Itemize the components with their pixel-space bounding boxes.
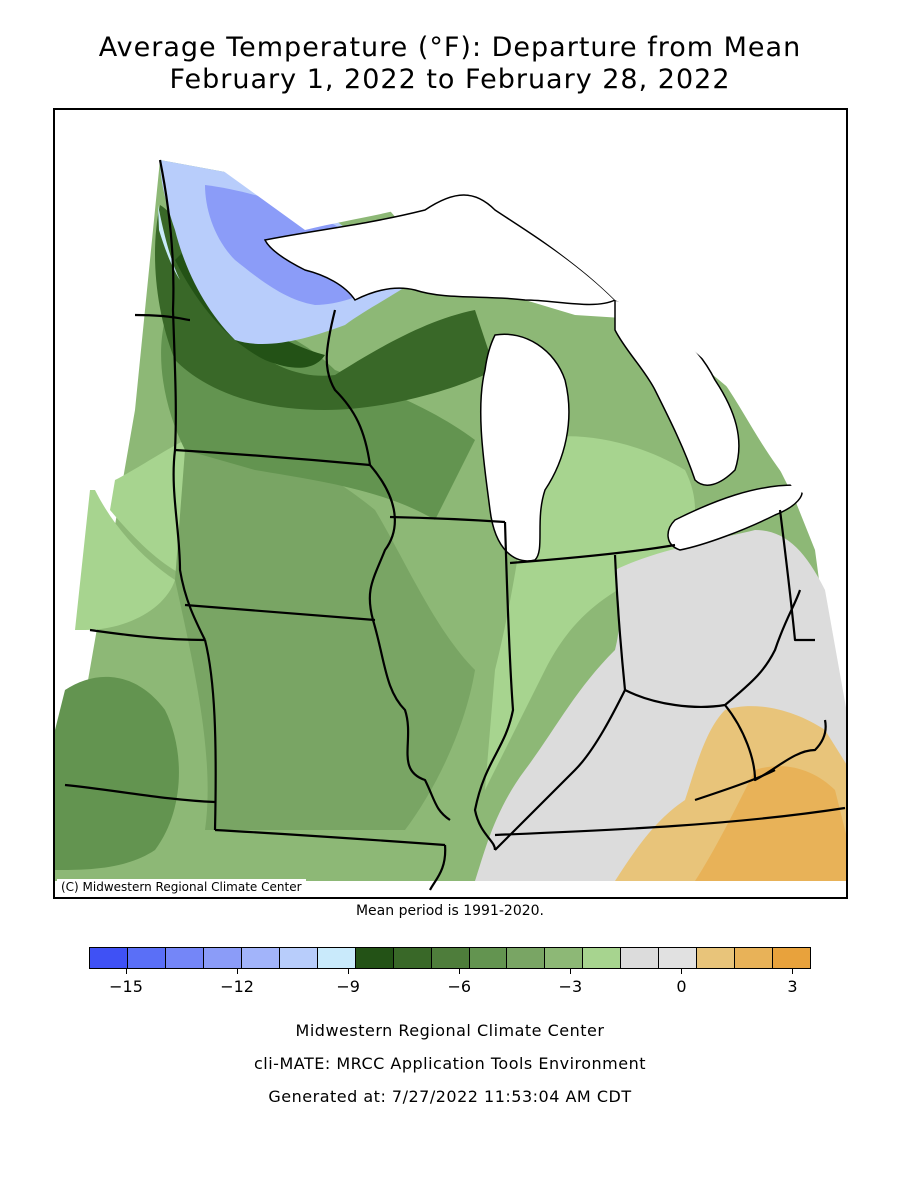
mean-period-note: Mean period is 1991-2020. [355, 903, 545, 919]
region-orange-se-inner [695, 766, 846, 881]
legend-swatch [317, 948, 356, 968]
map-title-line-1: Average Temperature (°F): Departure from… [98, 32, 802, 63]
legend-tick-label: −15 [109, 977, 143, 996]
color-legend [89, 947, 811, 969]
legend-swatch [355, 948, 394, 968]
legend-swatch [507, 948, 546, 968]
legend-swatch [203, 948, 242, 968]
mn-ia-border [174, 448, 371, 467]
footer-generated-at: Generated at: 7/27/2022 11:53:04 AM CDT [268, 1087, 632, 1106]
legend-tick-label: 3 [787, 977, 798, 996]
oh-ky-river [624, 589, 802, 708]
wv-border [724, 704, 827, 782]
legend-swatch [773, 948, 811, 968]
legend-ticks: −15 −12 −9 −6 −3 0 3 [89, 969, 811, 999]
footer-application: cli-MATE: MRCC Application Tools Environ… [253, 1054, 647, 1073]
legend-tick-label: −3 [558, 977, 583, 996]
legend-swatch [90, 948, 128, 968]
il-in-border [473, 521, 515, 851]
legend-swatch [697, 948, 736, 968]
wi-border-west [325, 309, 372, 466]
mn-border-west [158, 159, 177, 451]
lake-superior [263, 194, 617, 306]
region-medgreen-center [175, 447, 475, 830]
map-title-line-2: February 1, 2022 to February 28, 2022 [169, 64, 731, 95]
ia-west [172, 449, 206, 641]
legend-swatch [279, 948, 318, 968]
legend-swatch [469, 948, 508, 968]
ky-north-river [494, 689, 626, 851]
great-lakes [215, 110, 846, 562]
upper-canada-land [215, 110, 846, 509]
legend-swatch [545, 948, 584, 968]
map-svg [55, 110, 846, 891]
legend-swatch [241, 948, 280, 968]
footer-organization: Midwestern Regional Climate Center [295, 1021, 605, 1040]
in-oh-border [613, 554, 627, 691]
legend-tick [126, 969, 128, 974]
nd-sd-border [134, 313, 191, 322]
legend-swatch [583, 948, 622, 968]
mi-in-oh-border [509, 543, 676, 565]
mo-ar-border [214, 828, 446, 847]
il-west-river [368, 464, 451, 821]
legend-swatch [621, 948, 660, 968]
mo-ar-bootheel [429, 844, 447, 891]
legend-swatch [393, 948, 432, 968]
legend-tick [792, 969, 794, 974]
legend-tick-label: −12 [220, 977, 254, 996]
legend-tick [681, 969, 683, 974]
legend-swatch [431, 948, 470, 968]
va-border [694, 769, 776, 802]
legend-tick-label: −6 [447, 977, 472, 996]
legend-tick [459, 969, 461, 974]
temperature-departure-map: (C) Midwestern Regional Climate Center [53, 108, 848, 899]
oh-pa-border [778, 509, 815, 642]
region-darkgreen-sw [55, 676, 179, 870]
mo-west [203, 639, 217, 831]
ks-ne-border [89, 628, 206, 642]
ks-ok-border [64, 783, 216, 804]
legend-tick [348, 969, 350, 974]
legend-tick-label: 0 [676, 977, 687, 996]
legend-swatch [127, 948, 166, 968]
ia-mo-border [184, 603, 376, 622]
legend-tick [570, 969, 572, 974]
region-darkgreen-north [155, 205, 495, 410]
ky-tn-border [494, 806, 846, 837]
region-light-green-west [75, 490, 175, 630]
lake-erie [667, 484, 803, 551]
legend-swatch [165, 948, 204, 968]
map-copyright: (C) Midwestern Regional Climate Center [57, 879, 306, 895]
legend-swatch [659, 948, 698, 968]
legend-tick-label: −9 [336, 977, 360, 996]
wi-il-border [389, 515, 506, 524]
legend-swatch [735, 948, 774, 968]
state-boundaries [64, 159, 846, 891]
legend-tick [237, 969, 239, 974]
